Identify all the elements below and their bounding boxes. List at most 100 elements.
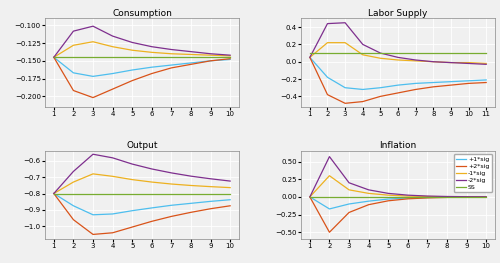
+1*sig <box>395 84 401 87</box>
-2*sig <box>129 163 135 166</box>
-1*sig <box>483 195 489 198</box>
+1*sig <box>188 61 194 64</box>
+1*sig <box>307 195 313 199</box>
SS <box>51 56 57 59</box>
-1*sig <box>110 45 116 48</box>
+2*sig <box>90 233 96 236</box>
+2*sig <box>149 220 155 223</box>
+1*sig <box>70 71 76 74</box>
-2*sig <box>110 156 116 159</box>
SS <box>307 195 313 199</box>
+1*sig <box>129 209 135 212</box>
+2*sig <box>227 204 233 207</box>
+2*sig <box>412 88 418 91</box>
+2*sig <box>51 192 57 195</box>
+2*sig <box>448 84 454 87</box>
-1*sig <box>188 53 194 56</box>
+1*sig <box>168 204 174 207</box>
SS <box>149 56 155 59</box>
SS <box>188 56 194 59</box>
+1*sig <box>444 196 450 199</box>
SS <box>208 56 214 59</box>
SS <box>385 195 391 199</box>
SS <box>149 192 155 195</box>
-2*sig <box>51 192 57 195</box>
SS <box>70 192 76 195</box>
Line: -1*sig: -1*sig <box>310 43 486 63</box>
+1*sig <box>483 195 489 199</box>
SS <box>483 195 489 199</box>
+2*sig <box>405 197 411 200</box>
+2*sig <box>346 211 352 214</box>
SS <box>448 52 454 55</box>
-2*sig <box>412 58 418 62</box>
-1*sig <box>208 54 214 57</box>
SS <box>464 195 469 199</box>
+2*sig <box>378 95 384 98</box>
SS <box>444 195 450 199</box>
-1*sig <box>324 41 330 44</box>
+1*sig <box>110 213 116 216</box>
+2*sig <box>342 102 348 105</box>
+2*sig <box>385 199 391 203</box>
-1*sig <box>448 61 454 64</box>
Title: Consumption: Consumption <box>112 9 172 18</box>
Line: +2*sig: +2*sig <box>54 57 230 98</box>
+1*sig <box>51 56 57 59</box>
SS <box>110 192 116 195</box>
SS <box>430 52 436 55</box>
-1*sig <box>466 61 471 64</box>
+2*sig <box>466 82 471 85</box>
-2*sig <box>227 54 233 57</box>
Title: Output: Output <box>126 141 158 150</box>
-2*sig <box>70 29 76 33</box>
-1*sig <box>149 180 155 184</box>
+1*sig <box>378 86 384 89</box>
-2*sig <box>346 181 352 184</box>
+1*sig <box>208 200 214 203</box>
-2*sig <box>70 170 76 173</box>
SS <box>129 56 135 59</box>
SS <box>208 192 214 195</box>
+2*sig <box>149 72 155 75</box>
-2*sig <box>483 195 489 198</box>
-1*sig <box>51 56 57 59</box>
-2*sig <box>149 45 155 48</box>
+1*sig <box>149 206 155 210</box>
-1*sig <box>326 174 332 177</box>
SS <box>366 195 372 199</box>
-1*sig <box>51 192 57 195</box>
+2*sig <box>444 196 450 199</box>
SS <box>110 56 116 59</box>
+1*sig <box>51 192 57 195</box>
+2*sig <box>129 225 135 229</box>
SS <box>342 52 348 55</box>
+2*sig <box>464 196 469 199</box>
-2*sig <box>448 61 454 64</box>
+1*sig <box>430 81 436 84</box>
-1*sig <box>70 180 76 184</box>
+1*sig <box>342 86 348 89</box>
-2*sig <box>464 195 469 198</box>
-2*sig <box>324 22 330 25</box>
SS <box>227 56 233 59</box>
+1*sig <box>90 213 96 216</box>
+2*sig <box>188 63 194 66</box>
SS <box>378 52 384 55</box>
-2*sig <box>378 52 384 55</box>
-1*sig <box>129 178 135 181</box>
-1*sig <box>227 186 233 189</box>
-1*sig <box>444 195 450 198</box>
Line: -2*sig: -2*sig <box>54 26 230 57</box>
-2*sig <box>110 34 116 38</box>
-2*sig <box>227 179 233 183</box>
SS <box>424 195 430 199</box>
-1*sig <box>405 194 411 198</box>
-2*sig <box>149 167 155 170</box>
SS <box>168 192 174 195</box>
+2*sig <box>483 195 489 199</box>
+1*sig <box>346 203 352 206</box>
+1*sig <box>366 200 372 203</box>
Line: +1*sig: +1*sig <box>310 57 486 89</box>
-1*sig <box>342 41 348 44</box>
